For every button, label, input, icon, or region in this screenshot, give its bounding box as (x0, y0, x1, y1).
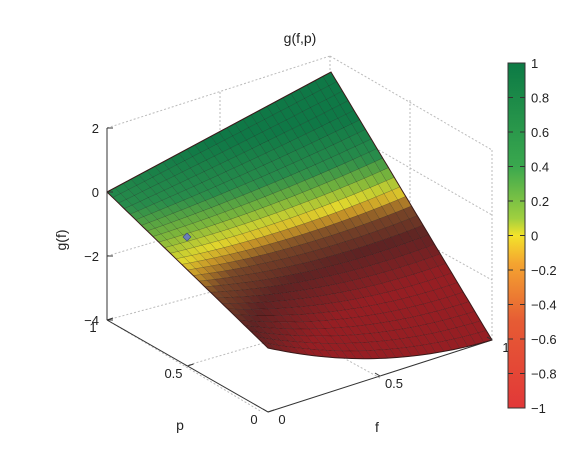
wall-grid-3 (329, 121, 493, 216)
p-ticks: 00.51 (89, 317, 275, 427)
back-edge-top-right (329, 55, 493, 151)
colorbar-tick-label: 0.4 (531, 160, 549, 175)
surface (106, 71, 493, 359)
p-tick-label: 0 (250, 412, 257, 427)
colorbar-tick-label: 1 (531, 56, 538, 71)
f-tick-mark (262, 408, 269, 413)
z-tick-label: −2 (84, 249, 99, 264)
p-tick-label: 1 (89, 320, 96, 335)
colorbar-tick-label: 0.8 (531, 91, 549, 106)
z-axis-label: g(f) (53, 230, 69, 251)
f-ticks: 00.51 (262, 336, 510, 427)
z-ticks: 2 0 −2 −4 (84, 121, 113, 328)
z-tick-label: −4 (84, 313, 99, 328)
p-tick-mark (267, 409, 275, 413)
p-axis-label: p (176, 417, 184, 433)
z-tick-label: 0 (92, 185, 99, 200)
back-edge-top-left (106, 55, 331, 129)
colorbar-tick-label: −0.8 (531, 367, 557, 382)
marker-diamond (182, 232, 192, 242)
colorbar-tick-label: 0.2 (531, 194, 549, 209)
f-tick-label: 1 (502, 340, 509, 355)
p-tick-label: 0.5 (164, 366, 182, 381)
f-axis-label: f (375, 419, 379, 435)
colorbar-ticks: 1 0.8 0.6 0.4 0.2 0 −0.2 −0.4 −0.6 −0.8 −1 (508, 56, 557, 416)
p-tick-mark (187, 363, 194, 367)
z-tick-label: 2 (92, 121, 99, 136)
f-tick-label: 0 (278, 412, 285, 427)
colorbar-tick-label: −0.6 (531, 332, 557, 347)
f-tick-mark (374, 372, 381, 377)
chart-title: g(f,p) (284, 30, 317, 46)
f-tick-label: 0.5 (385, 376, 403, 391)
colorbar-tick-label: −0.4 (531, 298, 557, 313)
colorbar-tick-label: 0 (531, 229, 538, 244)
colorbar-tick-label: −1 (531, 401, 546, 416)
colorbar-tick-label: 0.6 (531, 125, 549, 140)
f-tick-mark (486, 336, 493, 341)
p-tick-mark (106, 317, 114, 321)
colorbar-tick-label: −0.2 (531, 263, 557, 278)
